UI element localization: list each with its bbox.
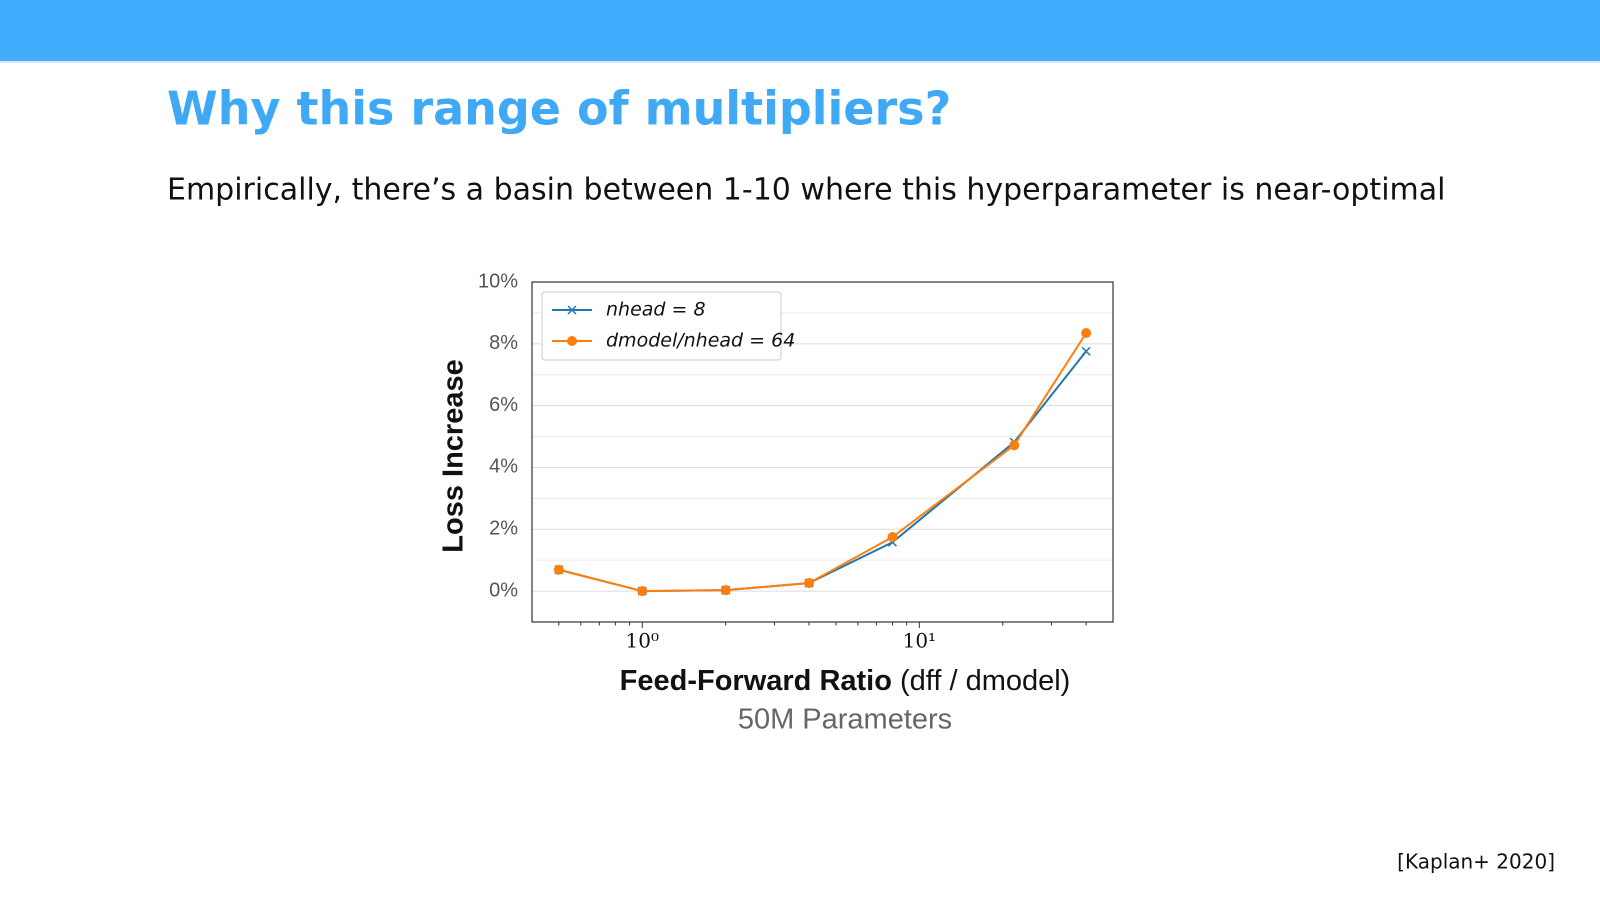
marker — [1081, 328, 1092, 338]
y-axis-label: Loss Increase — [438, 359, 470, 552]
marker — [553, 564, 564, 575]
y-tick-label: 10% — [478, 270, 518, 292]
slide-body: Empirically, there’s a basin between 1-1… — [167, 173, 1445, 208]
plot-frame — [531, 281, 1114, 623]
x-axis-label-note: (dff / dmodel) — [900, 665, 1070, 697]
x-tick-label: 10¹ — [903, 629, 936, 653]
header-shadow — [0, 61, 1600, 63]
marker — [887, 532, 898, 542]
marker — [1081, 346, 1091, 356]
marker — [804, 578, 815, 589]
y-tick-label: 2% — [489, 518, 518, 540]
header-bar — [0, 0, 1600, 61]
legend-marker — [567, 336, 577, 346]
slide-title: Why this range of multipliers? — [167, 82, 951, 136]
citation: [Kaplan+ 2020] — [1397, 850, 1555, 874]
y-tick-label: 8% — [489, 332, 518, 354]
chart-subtitle: 50M Parameters — [738, 704, 952, 736]
series-line — [558, 350, 1087, 593]
marker — [720, 585, 731, 596]
y-tick-label: 6% — [489, 394, 518, 416]
y-tick-label: 4% — [489, 456, 518, 478]
legend-label: dmodel/nhead = 64 — [606, 330, 795, 352]
x-tick-label: 10⁰ — [626, 629, 659, 653]
marker — [1009, 440, 1020, 451]
legend-box — [541, 291, 782, 361]
series-line — [558, 332, 1087, 593]
x-axis-label-main: Feed-Forward Ratio — [620, 665, 892, 697]
legend-label: nhead = 8 — [606, 299, 706, 321]
marker — [637, 586, 648, 597]
x-axis-label: Feed-Forward Ratio (dff / dmodel) — [620, 665, 1071, 697]
legend-marker — [567, 305, 577, 315]
y-tick-label: 0% — [489, 579, 518, 601]
